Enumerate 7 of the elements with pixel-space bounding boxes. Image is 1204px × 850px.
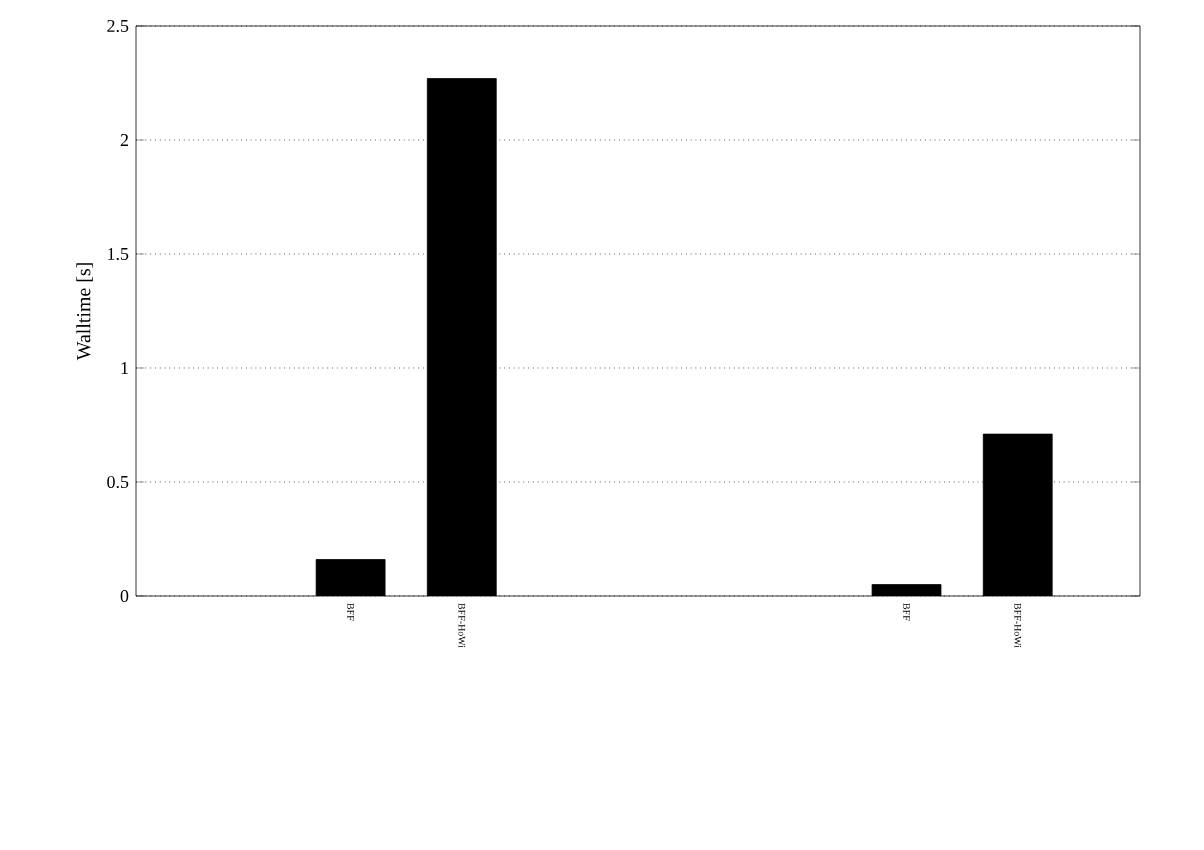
y-tick-label: 1 xyxy=(121,362,128,374)
y-tick-label: 2 xyxy=(120,134,128,146)
y-tick-label: 0.5 xyxy=(107,475,129,489)
y-tick-label: 0 xyxy=(120,589,129,603)
y-tick-label: 1.5 xyxy=(108,247,129,261)
y-tick-label: 2.5 xyxy=(107,19,129,33)
y-axis-title: Walltime [s] xyxy=(76,263,93,361)
